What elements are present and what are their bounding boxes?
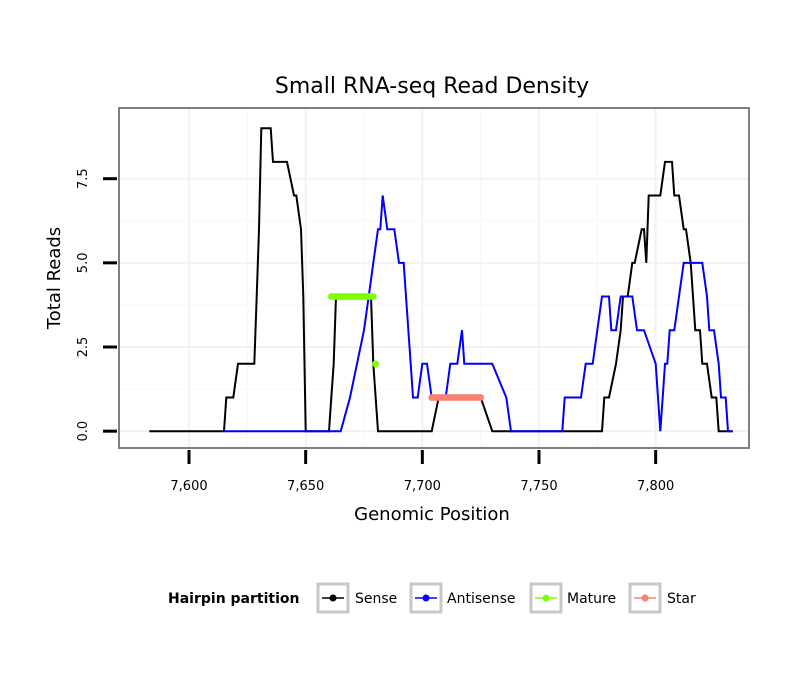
x-tick-label: 7,700 (404, 479, 441, 494)
legend-key-point (641, 594, 649, 602)
legend-key-point (422, 594, 430, 602)
legend-label-antisense: Antisense (447, 591, 516, 607)
legend-item-star: Star (628, 582, 696, 614)
legend-label-mature: Mature (567, 591, 616, 607)
legend-item-antisense: Antisense (409, 582, 516, 614)
mature-point (372, 360, 380, 368)
star-point (477, 394, 485, 401)
y-tick-label: 0.0 (76, 421, 91, 442)
y-axis: 0.0 2.5 5.0 7.5 (76, 168, 117, 442)
legend-label-sense: Sense (355, 591, 397, 607)
x-axis-label: Genomic Position (354, 504, 510, 525)
legend-key-point (542, 594, 550, 602)
chart-title: Small RNA-seq Read Density (275, 74, 589, 99)
legend: Hairpin partition Sense Antisense Mature St… (168, 582, 696, 614)
y-tick-label: 7.5 (76, 168, 91, 189)
legend-item-mature: Mature (529, 582, 616, 614)
legend-key-point (329, 594, 337, 602)
legend-label-star: Star (667, 591, 696, 607)
panel-background (119, 108, 749, 448)
panel-border (118, 107, 750, 449)
plot-panel (118, 107, 750, 449)
mature-point (369, 293, 377, 300)
x-axis: 7,600 7,650 7,700 7,750 7,800 (170, 450, 674, 494)
x-tick-label: 7,600 (170, 479, 207, 494)
y-axis-label: Total Reads (44, 227, 65, 330)
series-points (327, 293, 485, 401)
x-tick-label: 7,750 (520, 479, 557, 494)
legend-items: Sense Antisense Mature Star (316, 582, 696, 614)
grid-lines (119, 108, 749, 448)
y-tick-label: 5.0 (76, 253, 91, 274)
antisense-series-line (224, 195, 733, 433)
legend-title: Hairpin partition (168, 591, 299, 607)
legend-item-sense: Sense (316, 582, 397, 614)
y-tick-label: 2.5 (76, 337, 91, 358)
x-tick-label: 7,650 (287, 479, 324, 494)
x-tick-label: 7,800 (637, 479, 674, 494)
